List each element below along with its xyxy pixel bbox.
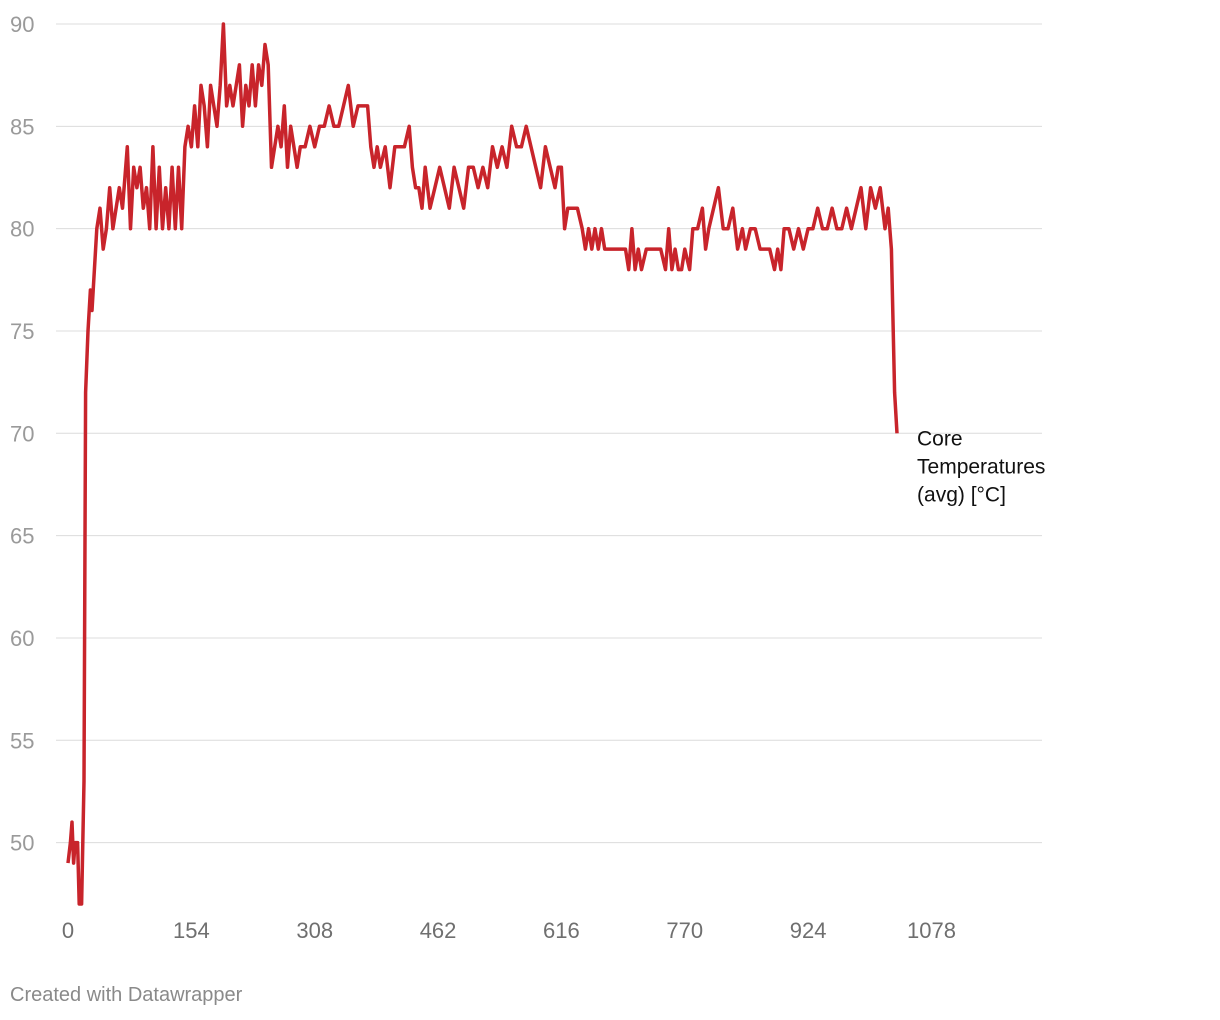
x-tick-label: 0 (62, 918, 74, 943)
gridlines (56, 23, 1042, 844)
y-axis-ticks: 50 55 60 65 70 75 80 85 90 (10, 12, 34, 856)
y-tick-label: 90 (10, 12, 34, 37)
y-tick-label: 50 (10, 831, 34, 856)
x-axis-ticks: 0 154 308 462 616 770 924 1078 (62, 918, 956, 943)
y-tick-label: 55 (10, 728, 34, 753)
y-tick-label: 75 (10, 319, 34, 344)
y-tick-label: 60 (10, 626, 34, 651)
x-tick-label: 1078 (907, 918, 956, 943)
line-chart: 50 55 60 65 70 75 80 85 90 0 154 308 462 616 770 924 10… (10, 12, 1051, 943)
series-line-core-temperatures (66, 22, 899, 906)
y-tick-label: 70 (10, 421, 34, 446)
x-tick-label: 616 (543, 918, 580, 943)
x-tick-label: 308 (296, 918, 333, 943)
y-tick-label: 80 (10, 217, 34, 242)
y-tick-label: 85 (10, 114, 34, 139)
series-layer (66, 22, 899, 906)
series-label-line-1: Core (917, 427, 963, 450)
datawrapper-credit: Created with Datawrapper (10, 984, 243, 1006)
x-tick-label: 770 (666, 918, 703, 943)
x-tick-label: 924 (790, 918, 827, 943)
series-label-line-3: (avg) [°C] (917, 483, 1006, 506)
x-tick-label: 462 (420, 918, 457, 943)
series-label: Core Temperatures (avg) [°C] (917, 427, 1051, 506)
x-tick-label: 154 (173, 918, 210, 943)
series-label-line-2: Temperatures (917, 455, 1045, 478)
y-tick-label: 65 (10, 524, 34, 549)
